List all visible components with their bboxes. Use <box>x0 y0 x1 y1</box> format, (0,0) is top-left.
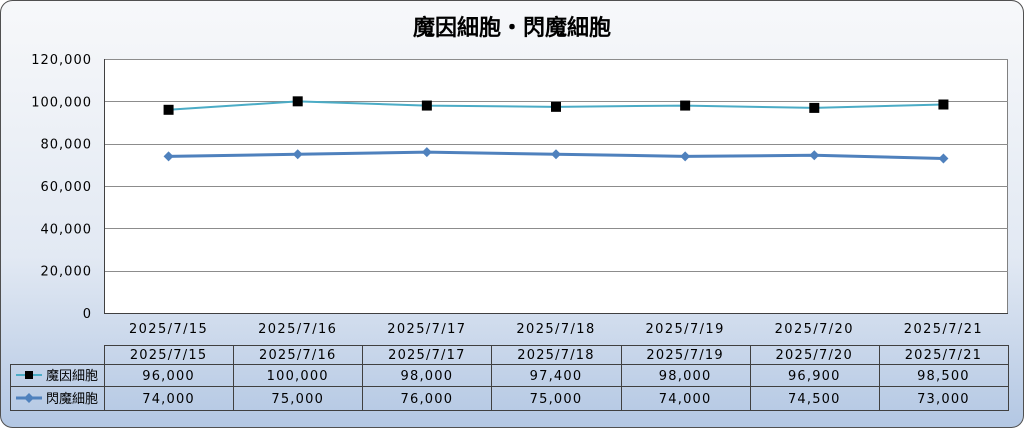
y-tick-label: 0 <box>83 307 92 322</box>
table-header-cell: 2025/7/21 <box>905 348 982 363</box>
table-value-cell: 74,500 <box>788 392 841 407</box>
y-tick-label: 80,000 <box>41 138 93 153</box>
x-tick-label: 2025/7/19 <box>646 322 725 337</box>
table-value-cell: 76,000 <box>401 392 454 407</box>
series-2-point <box>421 147 432 158</box>
series-2-point <box>938 153 949 164</box>
table-header-cell: 2025/7/20 <box>776 348 853 363</box>
series-1-point <box>809 102 820 113</box>
series-1-point <box>680 100 691 111</box>
x-tick-label: 2025/7/21 <box>904 322 983 337</box>
series-2-point <box>809 150 820 161</box>
table-header-cell: 2025/7/17 <box>388 348 465 363</box>
series-1-point <box>163 104 174 115</box>
series-1-point <box>292 96 303 107</box>
table-value-cell: 98,000 <box>401 369 454 384</box>
series-2 <box>163 147 949 164</box>
y-tick-label: 100,000 <box>31 95 92 110</box>
table-header-cell: 2025/7/18 <box>517 348 594 363</box>
y-tick-label: 40,000 <box>41 222 93 237</box>
series-name-label: 魔因細胞 <box>46 369 98 384</box>
chart-title: 魔因細胞・閃魔細胞 <box>413 15 611 41</box>
series-1-point <box>938 99 949 110</box>
table-header-cell: 2025/7/15 <box>130 348 207 363</box>
table-value-cell: 73,000 <box>917 392 970 407</box>
series-1-point <box>421 100 432 111</box>
table-value-cell: 100,000 <box>267 369 329 384</box>
y-tick-label: 120,000 <box>31 53 92 68</box>
table-value-cell: 96,000 <box>142 369 195 384</box>
table-value-cell: 74,000 <box>659 392 712 407</box>
table-value-cell: 98,000 <box>659 369 712 384</box>
table-value-cell: 75,000 <box>530 392 583 407</box>
x-tick-label: 2025/7/17 <box>387 322 466 337</box>
series-2-point <box>680 151 691 162</box>
x-axis-tick-labels: 2025/7/15 2025/7/16 2025/7/17 2025/7/18 2025… <box>129 322 983 337</box>
series-2-point <box>551 149 561 160</box>
x-tick-label: 2025/7/16 <box>258 322 337 337</box>
series-1-point <box>551 101 561 112</box>
data-table: 2025/7/15 2025/7/16 2025/7/17 2025/7/18 2025… <box>10 345 1009 411</box>
y-tick-label: 20,000 <box>41 265 93 280</box>
table-header-cell: 2025/7/16 <box>259 348 336 363</box>
series-2-point <box>292 149 303 160</box>
table-header-cell: 2025/7/19 <box>646 348 723 363</box>
table-value-cell: 98,500 <box>917 369 970 384</box>
legend-key-marker <box>25 371 33 379</box>
series-layer <box>163 96 949 164</box>
series-1 <box>163 96 949 115</box>
legend-key-marker <box>24 393 34 403</box>
table-value-cell: 75,000 <box>271 392 324 407</box>
y-axis-tick-labels: 0 20,000 40,000 60,000 80,000 100,000 120,000 <box>31 53 93 322</box>
series-name-label: 閃魔細胞 <box>46 392 98 407</box>
x-tick-label: 2025/7/18 <box>516 322 595 337</box>
series-2-point <box>163 151 174 162</box>
table-value-cell: 97,400 <box>530 369 583 384</box>
table-row-series-2: 閃魔細胞 74,000 75,000 76,000 75,000 74,000 74,500… <box>16 392 970 407</box>
x-tick-label: 2025/7/15 <box>129 322 208 337</box>
table-row-series-1: 魔因細胞 96,000 100,000 98,000 97,400 98,000 96,90… <box>16 369 970 384</box>
y-tick-label: 60,000 <box>41 180 93 195</box>
x-tick-label: 2025/7/20 <box>775 322 854 337</box>
table-value-cell: 96,900 <box>788 369 841 384</box>
gridlines <box>104 59 1008 314</box>
table-value-cell: 74,000 <box>142 392 195 407</box>
